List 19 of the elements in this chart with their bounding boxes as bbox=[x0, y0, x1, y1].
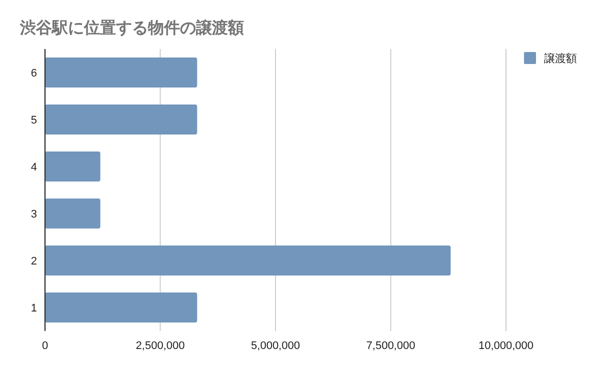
chart-title: 渋谷駅に位置する物件の譲渡額 bbox=[19, 19, 244, 37]
x-tick-label: 5,000,000 bbox=[251, 340, 300, 352]
legend-label: 譲渡額 bbox=[544, 52, 577, 65]
bar bbox=[45, 198, 100, 229]
bar bbox=[45, 104, 198, 135]
y-tick-label: 1 bbox=[30, 302, 37, 314]
bar bbox=[45, 151, 100, 182]
y-tick-label: 4 bbox=[30, 162, 37, 174]
y-tick-label: 2 bbox=[30, 256, 37, 268]
bar bbox=[45, 245, 451, 276]
bar bbox=[45, 292, 198, 323]
y-tick-label: 5 bbox=[30, 114, 37, 126]
x-tick-label: 2,500,000 bbox=[136, 340, 185, 352]
x-tick-label: 7,500,000 bbox=[366, 340, 416, 352]
y-tick-label: 6 bbox=[30, 68, 37, 80]
x-tick-label: 0 bbox=[42, 340, 48, 352]
bar bbox=[45, 57, 198, 88]
x-tick-label: 10,000,000 bbox=[478, 340, 534, 352]
y-tick-label: 3 bbox=[30, 208, 37, 220]
